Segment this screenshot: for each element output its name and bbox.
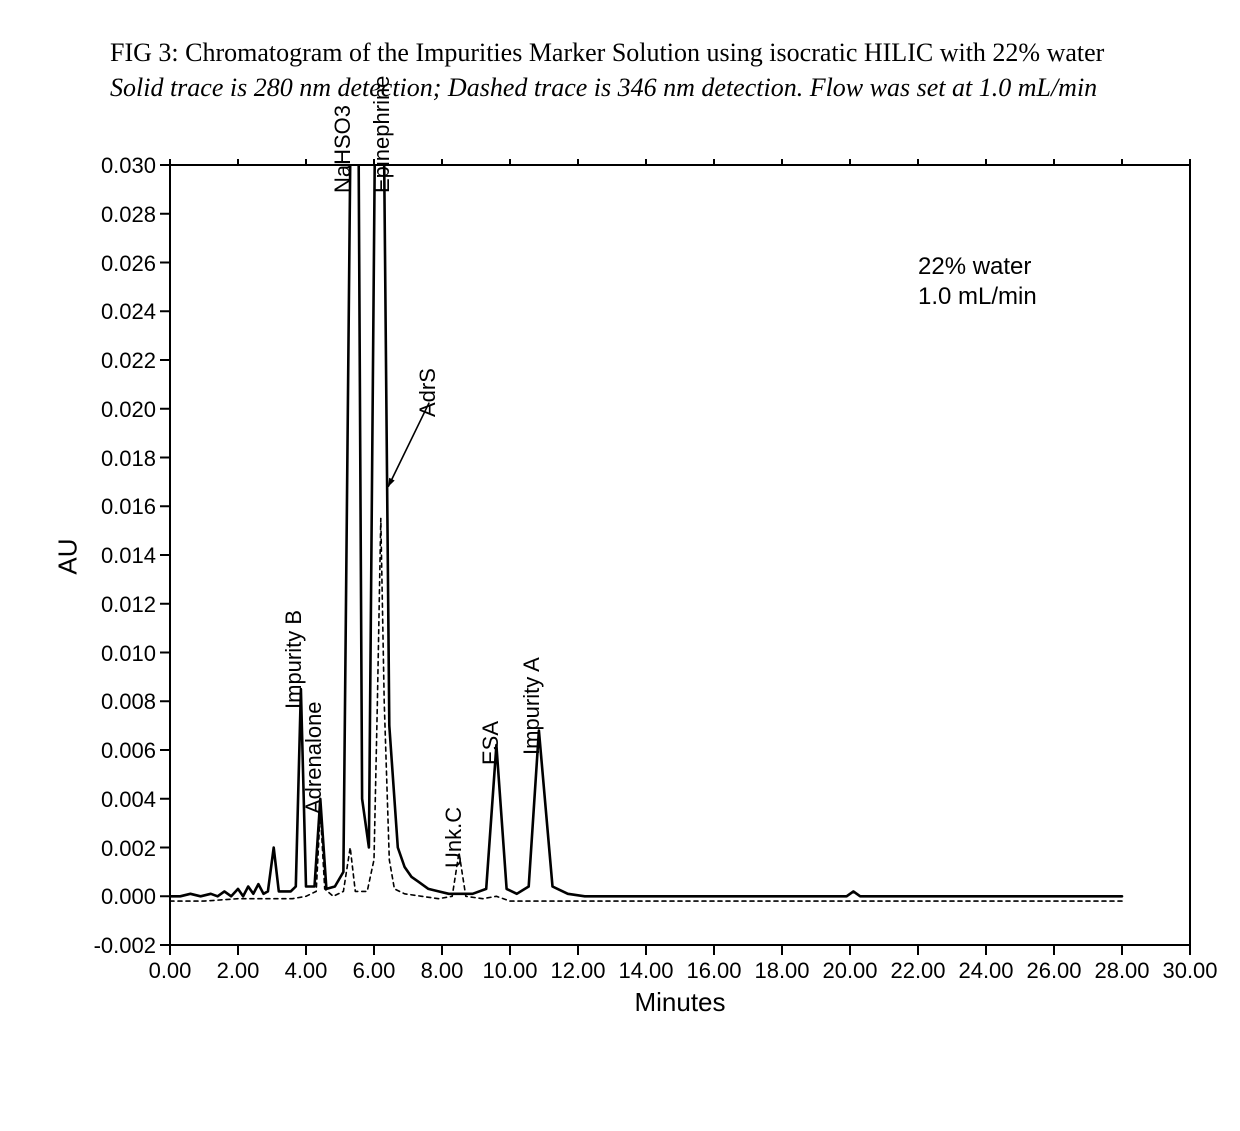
x-tick-label: 22.00: [883, 958, 953, 984]
peak-label: Impurity B: [281, 610, 307, 709]
x-tick-label: 10.00: [475, 958, 545, 984]
x-tick-label: 16.00: [679, 958, 749, 984]
y-tick-label: 0.006: [76, 738, 156, 764]
peak-label: NaHSO3: [330, 105, 356, 193]
peak-label: Adrenalone: [301, 701, 327, 814]
x-tick-label: 2.00: [203, 958, 273, 984]
x-tick-label: 8.00: [407, 958, 477, 984]
y-tick-label: 0.022: [76, 348, 156, 374]
x-tick-label: 26.00: [1019, 958, 1089, 984]
x-tick-label: 24.00: [951, 958, 1021, 984]
y-tick-label: 0.030: [76, 153, 156, 179]
y-tick-label: 0.020: [76, 397, 156, 423]
y-tick-label: 0.004: [76, 787, 156, 813]
chromatogram-chart: [0, 0, 1230, 985]
x-tick-label: 18.00: [747, 958, 817, 984]
y-tick-label: 0.008: [76, 689, 156, 715]
peak-label: ESA: [478, 721, 504, 765]
x-tick-label: 0.00: [135, 958, 205, 984]
peak-label: Epinephrine: [369, 76, 395, 193]
x-axis-label: Minutes: [620, 987, 740, 1018]
x-tick-label: 14.00: [611, 958, 681, 984]
y-tick-label: 0.012: [76, 592, 156, 618]
y-tick-label: 0.010: [76, 641, 156, 667]
y-tick-label: 0.026: [76, 251, 156, 277]
peak-label: Impurity A: [519, 658, 545, 756]
x-tick-label: 20.00: [815, 958, 885, 984]
x-tick-label: 30.00: [1155, 958, 1225, 984]
x-tick-label: 4.00: [271, 958, 341, 984]
y-tick-label: 0.000: [76, 884, 156, 910]
y-tick-label: -0.002: [76, 933, 156, 959]
annotation-line-2: 1.0 mL/min: [918, 283, 1037, 311]
y-tick-label: 0.018: [76, 446, 156, 472]
x-tick-label: 28.00: [1087, 958, 1157, 984]
y-tick-label: 0.002: [76, 836, 156, 862]
x-tick-label: 12.00: [543, 958, 613, 984]
adrs-pointer-arrowhead: [388, 478, 394, 487]
y-tick-label: 0.024: [76, 299, 156, 325]
y-tick-label: 0.014: [76, 543, 156, 569]
y-tick-label: 0.016: [76, 494, 156, 520]
peak-label: Unk.C: [441, 806, 467, 867]
annotation-line-1: 22% water: [918, 253, 1031, 281]
y-tick-label: 0.028: [76, 202, 156, 228]
x-tick-label: 6.00: [339, 958, 409, 984]
peak-label: AdrS: [415, 368, 441, 417]
